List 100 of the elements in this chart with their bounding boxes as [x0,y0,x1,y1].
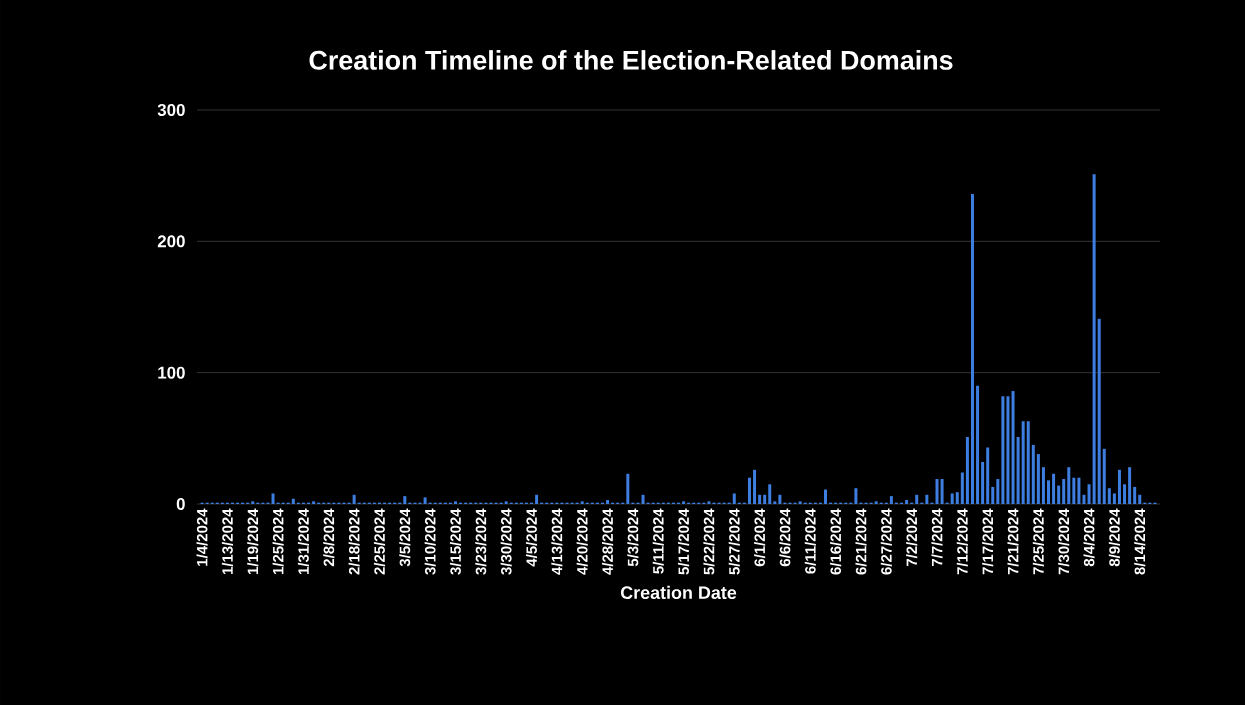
bar [1077,477,1081,504]
bar [1117,469,1121,504]
x-tick-label: 6/1/2024 [754,508,766,567]
bar [925,494,929,504]
y-tick-label: 100 [158,366,185,379]
x-tick-label: 2/18/2024 [348,508,360,575]
x-axis-title: Creation Date [620,585,737,599]
bar [1016,437,1020,504]
x-tick-label: 2/8/2024 [323,508,335,567]
x-tick-label: 7/30/2024 [1058,508,1070,575]
x-tick-label: 5/17/2024 [678,508,690,575]
bar [1087,484,1091,504]
bar [1052,473,1056,504]
bar [965,437,969,504]
x-tick-label: 1/4/2024 [196,508,208,566]
bar [1097,318,1101,504]
bar [960,472,964,504]
bar [1102,448,1106,504]
bar [981,461,985,504]
x-tick-label: 1/25/2024 [272,508,284,575]
x-tick-label: 7/7/2024 [931,508,943,567]
x-tick-label: 7/17/2024 [982,508,994,575]
bar [1011,391,1015,504]
bar [798,501,802,504]
x-tick-label: 4/13/2024 [551,508,563,575]
bar [1072,477,1076,504]
bar [732,493,736,504]
bar [1062,479,1066,504]
bar [1067,467,1071,504]
bar [1082,494,1086,504]
bar [1026,421,1030,504]
bar [1021,421,1025,504]
bar [606,500,610,504]
bar [747,477,751,504]
bar [1041,467,1045,504]
x-tick-label: 8/9/2024 [1108,508,1120,567]
bar [1123,484,1127,504]
x-tick-label: 4/28/2024 [601,508,614,575]
bar [778,494,782,504]
x-tick-label: 7/25/2024 [1032,508,1044,575]
bar [707,501,711,504]
x-tick-label: 3/10/2024 [424,508,436,575]
y-tick-label: 300 [157,103,185,116]
bar [251,501,255,504]
x-tick-label: 3/5/2024 [399,508,411,567]
bar [641,494,645,504]
x-tick-label: 8/4/2024 [1083,508,1095,567]
bar [1031,444,1035,504]
bar [940,479,944,504]
bar [1107,488,1111,504]
bar [1036,454,1040,504]
y-tick-label: 200 [157,235,185,248]
bar [758,494,762,504]
x-tick-label: 4/5/2024 [525,508,538,567]
x-tick-label: 7/2/2024 [906,508,918,567]
bar [1133,486,1137,504]
bar [291,498,295,504]
bar [915,494,919,504]
x-tick-label: 5/3/2024 [627,508,639,567]
bar [1006,396,1010,504]
bar [423,497,427,504]
bar [970,194,974,504]
x-tick-label: 4/20/2024 [576,508,588,575]
bar [874,501,878,504]
bar [768,484,772,504]
bar [403,496,407,504]
bar [1092,174,1096,504]
x-tick-label: 6/11/2024 [804,508,816,574]
bar [1057,485,1061,504]
x-tick-label: 3/23/2024 [475,508,487,575]
bar [1112,493,1116,504]
chart-title: Creation Timeline of the Election-Related Domains [309,50,953,70]
bar [991,486,995,504]
x-tick-label: 8/14/2024 [1134,508,1146,575]
bar [753,469,757,504]
bar [1001,396,1005,504]
y-tick-label: 0 [176,497,185,510]
bar [535,494,539,504]
bar [580,501,584,504]
bar [271,493,275,504]
bar [935,479,939,504]
x-tick-label: 3/15/2024 [449,508,462,575]
x-tick-label: 5/22/2024 [703,508,715,575]
bar [854,488,858,504]
bar [955,492,959,504]
bar [312,501,316,504]
x-tick-label: 5/11/2024 [652,508,664,574]
x-tick-label: 6/21/2024 [855,508,867,575]
x-tick-label: 1/19/2024 [247,508,259,575]
bar [824,489,827,504]
bar [950,493,954,504]
bar [1138,494,1142,504]
x-tick-label: 3/30/2024 [500,508,512,575]
bar [905,500,909,504]
x-tick-label: 7/12/2024 [956,508,968,575]
x-tick-label: 6/16/2024 [830,508,842,575]
x-tick-label: 1/31/2024 [297,508,310,575]
x-tick-label: 7/21/2024 [1007,508,1019,575]
bar [1128,467,1132,504]
bar [682,501,686,504]
